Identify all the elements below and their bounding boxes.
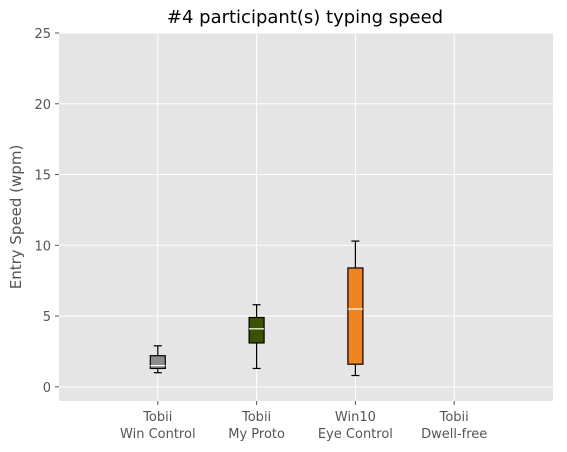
y-tick-label: 0 [43, 381, 51, 396]
y-tick-label: 10 [34, 239, 51, 254]
y-tick-label: 15 [34, 169, 51, 184]
box-2 [248, 304, 265, 370]
x-tick-label: Dwell-free [421, 427, 487, 442]
x-tick-label: Eye Control [318, 427, 393, 442]
y-tick-label: 5 [43, 310, 51, 325]
x-tick-label: Win Control [120, 427, 196, 442]
grid [59, 32, 553, 401]
box-iqr [347, 267, 364, 365]
x-axis-ticks: Tobii Win Control Tobii My Proto Win10 Eye Co… [120, 401, 487, 442]
x-tick-label: Tobii [142, 410, 172, 425]
box-iqr [149, 355, 166, 370]
x-tick-label: Tobii [241, 410, 271, 425]
y-axis-label: Entry Speed (wpm) [7, 145, 25, 290]
y-axis-ticks: 0 5 10 15 20 25 [34, 27, 59, 396]
boxes [149, 240, 364, 377]
x-tick-label: Tobii [439, 410, 469, 425]
x-tick-label: Win10 [335, 410, 376, 425]
x-tick-label: My Proto [228, 427, 285, 442]
box-1 [149, 345, 166, 374]
plot-area [59, 33, 553, 401]
y-tick-label: 20 [34, 98, 51, 113]
box-iqr [248, 316, 265, 344]
y-tick-label: 25 [34, 27, 51, 42]
chart-title: #4 participant(s) typing speed [167, 7, 443, 28]
box-3 [347, 240, 364, 377]
